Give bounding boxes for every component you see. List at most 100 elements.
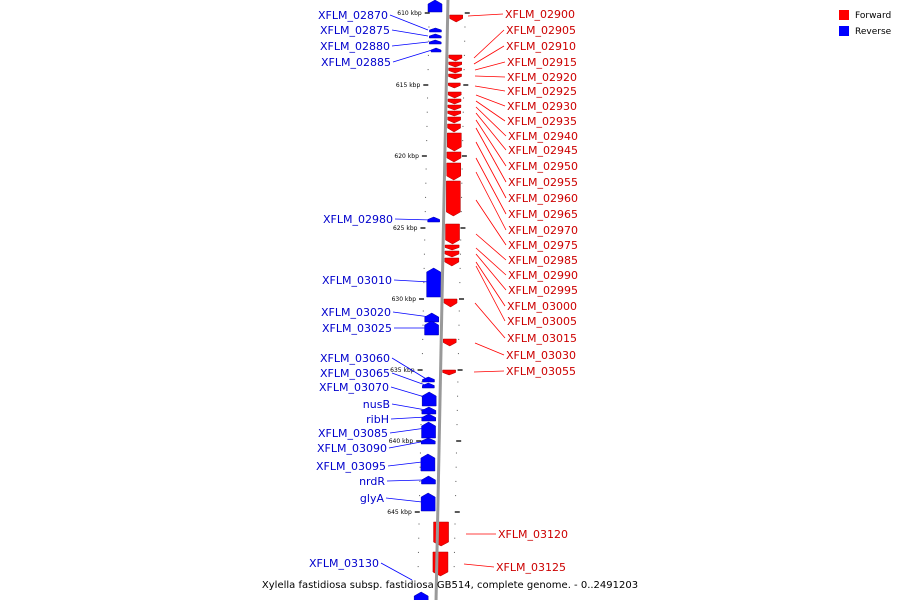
forward-gene-glyph	[442, 338, 457, 347]
reverse-gene-glyph	[420, 437, 436, 445]
forward-leader-line	[475, 253, 507, 291]
forward-leader-line	[475, 141, 507, 199]
forward-leader-line	[475, 247, 507, 276]
reverse-gene-label: XFLM_03095	[316, 460, 386, 473]
forward-gene-glyph	[448, 82, 461, 89]
reverse-gene-label: XFLM_03020	[321, 306, 391, 319]
reverse-gene-glyph	[424, 320, 439, 336]
reverse-leader-line	[393, 279, 431, 283]
reverse-leader-line	[392, 49, 433, 63]
forward-gene-glyph	[447, 123, 461, 133]
forward-gene-glyph	[446, 151, 462, 163]
reverse-gene-label: XFLM_03085	[318, 427, 388, 440]
forward-gene-glyph	[447, 98, 462, 105]
scale-ticks: 610 kbp 615 kbp 620 kbp 625 kbp 630 kbp 635 k…	[387, 10, 470, 516]
forward-gene-label: XFLM_02970	[508, 224, 578, 237]
reverse-leader-line	[391, 29, 429, 37]
reverse-leader-line	[391, 372, 429, 387]
forward-leader-line	[473, 45, 505, 65]
forward-leader-line	[474, 85, 506, 92]
forward-leader-line	[475, 100, 506, 122]
forward-leader-line	[474, 342, 505, 356]
forward-gene-glyph	[448, 73, 462, 80]
reverse-leader-line	[391, 357, 429, 381]
forward-gene-glyph	[449, 14, 463, 23]
forward-leader-line	[474, 75, 506, 78]
scale-tick-label: 615 kbp	[396, 82, 421, 89]
genome-caption: Xylella fastidiosa subsp. fastidiosa GB5…	[262, 580, 638, 591]
reverse-gene-glyph	[429, 27, 442, 33]
reverse-gene-label: XFLM_03060	[320, 352, 390, 365]
forward-gene-glyph	[445, 223, 460, 245]
forward-leader-line	[475, 94, 506, 107]
scale-tick-label: 620 kbp	[394, 153, 419, 160]
forward-gene-label: XFLM_02950	[508, 160, 578, 173]
forward-gene-glyph	[447, 104, 462, 111]
forward-leader-line	[473, 29, 505, 59]
reverse-leader-line	[386, 479, 423, 482]
scale-tick-label: 640 kbp	[389, 438, 414, 445]
forward-leader-line	[474, 302, 506, 339]
reverse-gene-glyph	[422, 382, 435, 389]
reverse-leader-line	[394, 218, 433, 221]
forward-gene-label: XFLM_02930	[507, 100, 577, 113]
legend: Forward Reverse	[839, 10, 892, 37]
legend-swatch-forward	[839, 10, 849, 20]
reverse-gene-glyph	[420, 492, 436, 512]
reverse-leader-line	[390, 416, 427, 420]
forward-gene-glyph	[447, 91, 462, 99]
forward-leader-line	[474, 61, 506, 71]
gene-labels: XFLM_02900 XFLM_02905 XFLM_02910 XFLM_02915…	[309, 8, 578, 574]
reverse-gene-label: XFLM_02880	[320, 40, 390, 53]
reverse-gene-label: XFLM_02980	[323, 213, 393, 226]
forward-leader-line	[475, 119, 507, 167]
reverse-gene-label: XFLM_03010	[322, 274, 392, 287]
scale-tick-label: 625 kbp	[393, 225, 418, 232]
legend-label-reverse: Reverse	[855, 27, 892, 37]
forward-leader-line	[475, 199, 507, 246]
scale-tick-label: 635 kbp	[390, 367, 415, 374]
reverse-gene-label: nrdR	[359, 475, 385, 488]
forward-gene-glyph	[444, 257, 460, 267]
reverse-gene-glyph	[427, 216, 440, 223]
forward-leader-line	[475, 265, 506, 322]
forward-gene-glyph	[447, 116, 461, 124]
legend-label-forward: Forward	[855, 11, 891, 21]
forward-gene-label: XFLM_02945	[508, 144, 578, 157]
forward-gene-glyph	[444, 250, 460, 258]
scale-tick-label: 610 kbp	[397, 10, 422, 17]
reverse-gene-glyph	[429, 33, 442, 39]
forward-gene-label: XFLM_02955	[508, 176, 578, 189]
forward-gene-label: XFLM_02985	[508, 254, 578, 267]
reverse-gene-glyph	[428, 39, 442, 45]
reverse-gene-glyph	[426, 267, 441, 298]
reverse-leader-line	[389, 14, 429, 31]
scale-tick-label: 645 kbp	[387, 509, 412, 516]
reverse-gene-label: XFLM_03090	[317, 442, 387, 455]
forward-gene-glyph	[444, 244, 460, 251]
forward-leader-line	[475, 233, 507, 261]
forward-gene-label: XFLM_02900	[505, 8, 575, 21]
forward-gene-label: XFLM_03120	[498, 528, 568, 541]
reverse-gene-label: XFLM_02885	[321, 56, 391, 69]
reverse-leader-line	[385, 497, 423, 503]
reverse-gene-label: glyA	[360, 492, 385, 505]
forward-leader-line	[475, 171, 507, 231]
forward-leader-line	[467, 13, 504, 17]
reverse-gene-glyph	[427, 0, 443, 13]
forward-gene-label: XFLM_02940	[508, 130, 578, 143]
forward-gene-label: XFLM_02995	[508, 284, 578, 297]
reverse-leader-line	[389, 427, 427, 434]
forward-gene-glyph	[448, 54, 463, 62]
reverse-gene-label: ribH	[366, 413, 389, 426]
reverse-gene-glyph	[430, 47, 442, 53]
forward-gene-label: XFLM_02965	[508, 208, 578, 221]
forward-gene-glyph	[446, 162, 461, 181]
forward-gene-glyph	[442, 369, 456, 376]
forward-gene-label: XFLM_03030	[506, 349, 576, 362]
scale-tick-label: 630 kbp	[392, 296, 417, 303]
reverse-gene-label: XFLM_03070	[319, 381, 389, 394]
forward-gene-glyph	[448, 67, 462, 74]
reverse-leader-line	[387, 461, 423, 467]
